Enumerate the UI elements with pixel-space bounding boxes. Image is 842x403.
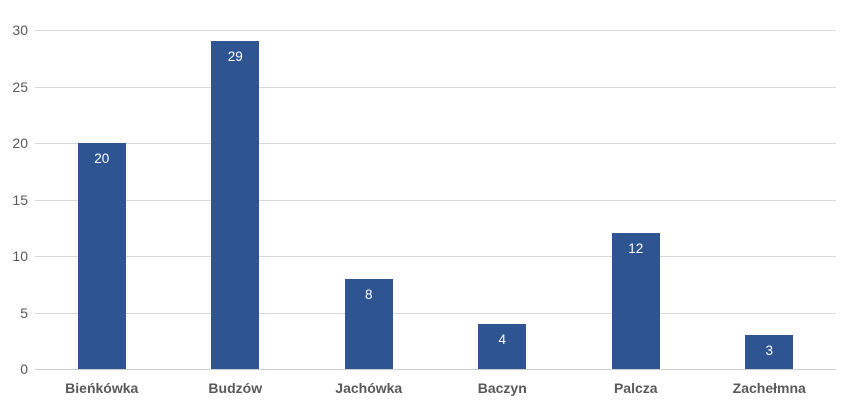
y-tick-label: 15 <box>12 191 28 208</box>
bar: 12 <box>611 233 660 369</box>
gridline <box>35 143 836 144</box>
gridline <box>35 199 836 201</box>
y-tick-label: 30 <box>12 22 28 38</box>
bar: 8 <box>344 278 393 369</box>
x-axis-line <box>35 369 836 370</box>
gridline <box>35 256 836 257</box>
category-label: Jachówka <box>335 380 403 396</box>
bar-value-label: 12 <box>628 241 644 257</box>
y-tick-label: 0 <box>20 361 28 377</box>
bar-value-label: 4 <box>498 331 506 347</box>
bar: 3 <box>745 335 794 369</box>
bar: 4 <box>478 323 527 369</box>
y-tick-label: 10 <box>12 248 28 264</box>
gridline <box>35 86 836 88</box>
category-label: Bieńkówka <box>65 380 139 396</box>
bar: 29 <box>211 41 260 369</box>
category-label: Zachełmna <box>732 380 806 396</box>
category-label: Palcza <box>613 380 658 396</box>
bar: 20 <box>77 143 126 369</box>
gridline <box>35 312 836 314</box>
y-tick-label: 20 <box>12 135 28 151</box>
bar-value-label: 8 <box>364 286 373 302</box>
gridline <box>35 30 836 31</box>
y-tick-label: 5 <box>20 304 28 321</box>
bar-value-label: 20 <box>94 151 110 166</box>
category-label: Budzów <box>208 380 263 396</box>
y-tick-label: 25 <box>12 78 28 95</box>
bar-value-label: 3 <box>765 343 773 359</box>
category-label: Baczyn <box>477 380 527 396</box>
bar-value-label: 29 <box>227 49 243 65</box>
